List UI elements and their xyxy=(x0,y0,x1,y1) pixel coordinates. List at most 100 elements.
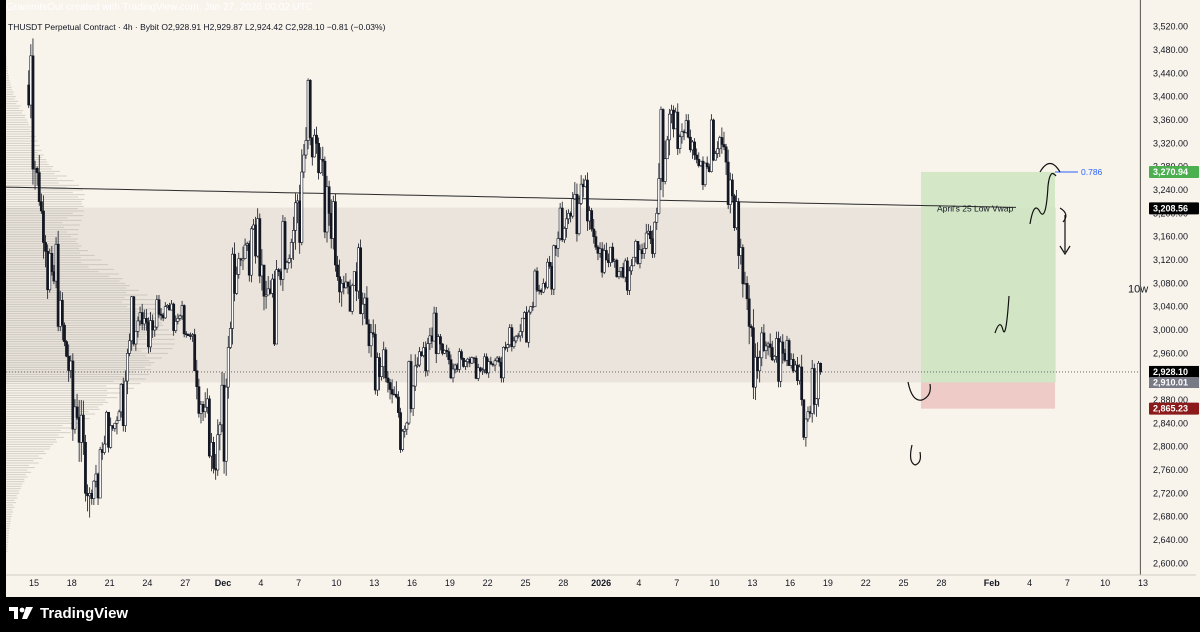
candle-body xyxy=(302,154,306,173)
candle-body xyxy=(241,258,245,261)
candle-body xyxy=(655,213,659,223)
candle-body xyxy=(359,247,363,315)
candle-body xyxy=(712,119,715,161)
candle-body xyxy=(319,158,323,174)
candle-body xyxy=(409,361,413,409)
candle-body xyxy=(649,230,652,240)
candle-body xyxy=(65,341,68,357)
candle-body xyxy=(176,318,180,322)
candle-body xyxy=(502,346,505,379)
candle-body xyxy=(394,393,398,398)
candle-body xyxy=(478,367,482,372)
time-tick-label: 15 xyxy=(29,578,39,588)
target-price-tag: 3,270.94 xyxy=(1153,167,1188,177)
candle-body xyxy=(541,283,545,293)
candle-body xyxy=(552,245,556,290)
candle-body xyxy=(754,356,757,388)
candle-body xyxy=(157,299,161,315)
candle-body xyxy=(747,298,751,327)
candle-body xyxy=(512,340,516,347)
candle-body xyxy=(39,201,43,212)
candle-body xyxy=(781,341,785,354)
fib-label: 0.786 xyxy=(1081,167,1103,177)
candle-body xyxy=(819,362,822,373)
candle-body xyxy=(243,244,247,259)
time-tick-label: 25 xyxy=(520,578,530,588)
candle-body xyxy=(724,146,728,163)
candle-body xyxy=(315,134,318,144)
candle-body xyxy=(768,343,772,348)
drawing-hook-low xyxy=(909,444,922,466)
candle-body xyxy=(153,326,157,331)
candle-body xyxy=(371,332,375,335)
candle-body xyxy=(123,380,127,426)
candle-body xyxy=(237,258,241,275)
candle-body xyxy=(510,327,514,347)
candle-body xyxy=(470,357,474,364)
candle-body xyxy=(291,230,295,243)
current-price-tag: 2,928.10 xyxy=(1153,367,1188,377)
price-chart[interactable]: April's 25 Low Vwap 0.786 10w 3,520.00 3,480… xyxy=(0,0,1200,597)
candle-body xyxy=(714,153,717,161)
price-tick-label: 3,400.00 xyxy=(1153,92,1188,102)
price-tick-label: 2,720.00 xyxy=(1153,488,1188,498)
drawing-arc-top xyxy=(1039,162,1061,173)
candle-body xyxy=(195,370,199,387)
vwap-price-tag-bg xyxy=(1149,202,1199,215)
stop-zone xyxy=(921,382,1055,409)
time-tick-label: 25 xyxy=(899,578,909,588)
time-tick-label: 22 xyxy=(861,578,871,588)
candle-body xyxy=(317,143,321,174)
candle-body xyxy=(411,385,415,409)
candle-body xyxy=(300,171,304,243)
candle-body xyxy=(615,259,619,278)
candle-body xyxy=(264,294,268,297)
candle-body xyxy=(216,434,220,471)
legend-open: O2,928.91 xyxy=(159,22,201,32)
price-tick-label: 3,120.00 xyxy=(1153,255,1188,265)
candle-body xyxy=(102,443,106,453)
stop-price-tag: 2,865.23 xyxy=(1153,404,1188,414)
price-tick-label: 3,480.00 xyxy=(1153,45,1188,55)
candle-body xyxy=(126,353,129,382)
time-tick-label: 13 xyxy=(747,578,757,588)
drawing-hook-entry xyxy=(907,381,931,401)
candle-body xyxy=(772,355,776,361)
time-tick-label: 18 xyxy=(67,578,77,588)
candle-body xyxy=(294,202,297,231)
candle-body xyxy=(817,362,820,400)
drawing-arrow-down xyxy=(1059,215,1071,256)
candle-body xyxy=(197,386,201,414)
candle-body xyxy=(663,158,667,182)
candle-body xyxy=(577,203,581,235)
price-tick-label: 2,600.00 xyxy=(1153,558,1188,568)
candle-body xyxy=(800,366,804,400)
candle-body xyxy=(447,351,451,360)
candle-body xyxy=(457,351,461,370)
candle-body xyxy=(136,320,140,332)
candle-body xyxy=(115,420,119,424)
legend-high: H2,929.87 xyxy=(201,22,243,32)
price-tick-label: 3,240.00 xyxy=(1153,185,1188,195)
candle-body xyxy=(487,361,491,374)
price-tick-label: 2,680.00 xyxy=(1153,512,1188,522)
candle-body xyxy=(277,269,281,272)
price-tick-label: 3,080.00 xyxy=(1153,278,1188,288)
entry-price-tag: 2,910.01 xyxy=(1153,377,1188,387)
price-tick-label: 3,320.00 xyxy=(1153,138,1188,148)
price-tick-label: 3,360.00 xyxy=(1153,115,1188,125)
candle-body xyxy=(92,480,96,499)
candle-body xyxy=(686,120,690,138)
candle-body xyxy=(617,271,621,278)
tradingview-logo-icon xyxy=(9,607,33,619)
candle-body xyxy=(531,306,535,308)
candle-body xyxy=(71,360,75,430)
bottom-bar xyxy=(0,597,1200,632)
candle-body xyxy=(657,178,661,214)
candle-body xyxy=(653,221,657,254)
candle-body xyxy=(749,326,753,329)
candle-body xyxy=(313,134,316,158)
tradingview-brand[interactable]: TradingView xyxy=(8,601,128,625)
candle-body xyxy=(804,418,808,438)
